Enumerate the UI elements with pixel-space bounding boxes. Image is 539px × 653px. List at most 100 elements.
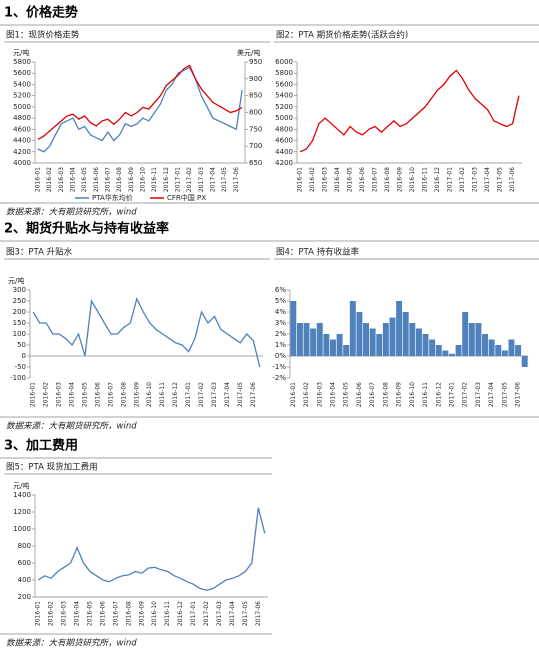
x-tick-label: 2016-04	[74, 601, 81, 626]
y-tick-label: 50	[17, 341, 26, 349]
y-tick-label: 400	[18, 576, 31, 584]
x-tick-label: 2016-06	[99, 601, 106, 626]
bar	[402, 312, 409, 356]
x-tick-label: 2016-02	[303, 382, 310, 407]
y-tick-label: 5600	[275, 80, 293, 88]
legend-label: PTA华东均价	[92, 193, 133, 202]
line-series	[299, 69, 520, 153]
y-tick-label: -50	[15, 363, 26, 371]
x-tick-label: 2016-01	[30, 382, 37, 407]
x-tick-label: 2016-08	[116, 167, 123, 192]
y-tick-label: 4600	[13, 125, 31, 133]
y-tick-label: 2%	[275, 330, 286, 338]
y-tick-label: 1%	[275, 341, 286, 349]
y-axis-label: 元/吨	[13, 481, 29, 490]
bar	[382, 323, 389, 356]
x-tick-label: 2016-10	[409, 167, 416, 192]
x-tick-label: 2016-09	[128, 167, 135, 192]
x-tick-label: 2017-04	[209, 167, 216, 192]
x-tick-label: 2016-11	[422, 167, 429, 192]
y-tick-label: 600	[18, 559, 31, 567]
bar	[422, 334, 429, 356]
bar	[369, 328, 376, 356]
bar	[396, 301, 403, 356]
x-tick-label: 2016-03	[61, 601, 68, 626]
line-series	[32, 296, 261, 368]
y-tick-label: 5200	[13, 92, 31, 100]
x-tick-label: 2017-03	[475, 382, 482, 407]
bar	[508, 339, 515, 356]
bar	[501, 350, 508, 356]
x-tick-label: 2016-10	[146, 382, 153, 407]
x-tick-label: 2016-08	[384, 167, 391, 192]
bar	[482, 334, 489, 356]
y-tick-label: 0%	[275, 352, 286, 360]
x-tick-label: 2016-05	[81, 167, 88, 192]
x-tick-label: 2016-03	[58, 167, 65, 192]
y-tick-label: 800	[18, 542, 31, 550]
bar	[515, 345, 522, 356]
x-tick-label: 2016-07	[372, 167, 379, 192]
y-tick-label: 5200	[275, 103, 293, 111]
x-tick-label: 2016-08	[382, 382, 389, 407]
x-tick-label: 2017-03	[211, 382, 218, 407]
y-tick-label: 5000	[13, 103, 31, 111]
x-tick-label: 2016-02	[46, 167, 53, 192]
bar	[448, 353, 455, 356]
bar	[290, 301, 297, 356]
y-tick-label: 250	[13, 297, 26, 305]
figure-caption: 图2：PTA 期货价格走势(活跃合约)	[276, 30, 408, 41]
y-tick-label: -2%	[272, 374, 286, 382]
x-tick-label: 2017-06	[255, 601, 262, 626]
x-tick-label: 2017-05	[242, 601, 249, 626]
bar	[356, 312, 363, 356]
x-tick-label: 2017-02	[186, 167, 193, 192]
y-tick-label: 300	[13, 286, 26, 294]
bar	[429, 339, 436, 356]
line-series	[37, 64, 243, 140]
x-tick-label: 2016-06	[356, 382, 363, 407]
bar	[323, 334, 330, 356]
x-tick-label: 2017-03	[198, 167, 205, 192]
y-tick-label: 4%	[275, 308, 286, 316]
line-series	[37, 66, 243, 153]
bar	[455, 345, 462, 356]
y-tick-label: 5400	[275, 92, 293, 100]
legend-label: CFR中国 PX	[167, 193, 206, 202]
x-tick-label: 2017-02	[462, 382, 469, 407]
x-tick-label: 2017-03	[472, 167, 479, 192]
x-tick-label: 2016-02	[48, 601, 55, 626]
x-tick-label: 2016-01	[290, 382, 297, 407]
x-tick-label: 2016-10	[409, 382, 416, 407]
bar	[303, 323, 310, 356]
y-tick-label: 200	[18, 593, 31, 601]
bar	[495, 345, 502, 356]
y-axis-label: 元/吨	[13, 48, 29, 57]
y-tick-label: 1200	[13, 508, 31, 516]
x-tick-label: 2016-12	[163, 167, 170, 192]
x-tick-label: 2017-06	[233, 167, 240, 192]
bar	[468, 323, 475, 356]
source: 数据来源：大有期货研究所，wind	[6, 207, 137, 218]
x-tick-label: 2017-01	[185, 382, 192, 407]
x-tick-label: 2017-05	[221, 167, 228, 192]
x-tick-label: 2016-11	[422, 382, 429, 407]
x-tick-label: 2016-07	[104, 167, 111, 192]
y-tick-label: 5%	[275, 297, 286, 305]
y-tick-label: -1%	[272, 363, 286, 371]
y2-axis-label: 美元/吨	[237, 48, 260, 57]
y-tick-label: 750	[249, 125, 262, 133]
x-tick-label: 2017-02	[203, 601, 210, 626]
figure-caption: 图1：现货价格走势	[6, 30, 80, 41]
x-tick-label: 2017-02	[459, 167, 466, 192]
x-tick-label: 2017-06	[509, 167, 516, 192]
section-heading: 2、期货升贴水与持有收益率	[4, 221, 169, 237]
x-tick-label: 2016-04	[69, 167, 76, 192]
x-tick-label: 2016-12	[172, 382, 179, 407]
y-tick-label: 4600	[275, 137, 293, 145]
bar	[409, 323, 416, 356]
x-tick-label: 2017-05	[501, 382, 508, 407]
section-heading: 1、价格走势	[4, 5, 78, 21]
x-tick-label: 2017-04	[484, 167, 491, 192]
